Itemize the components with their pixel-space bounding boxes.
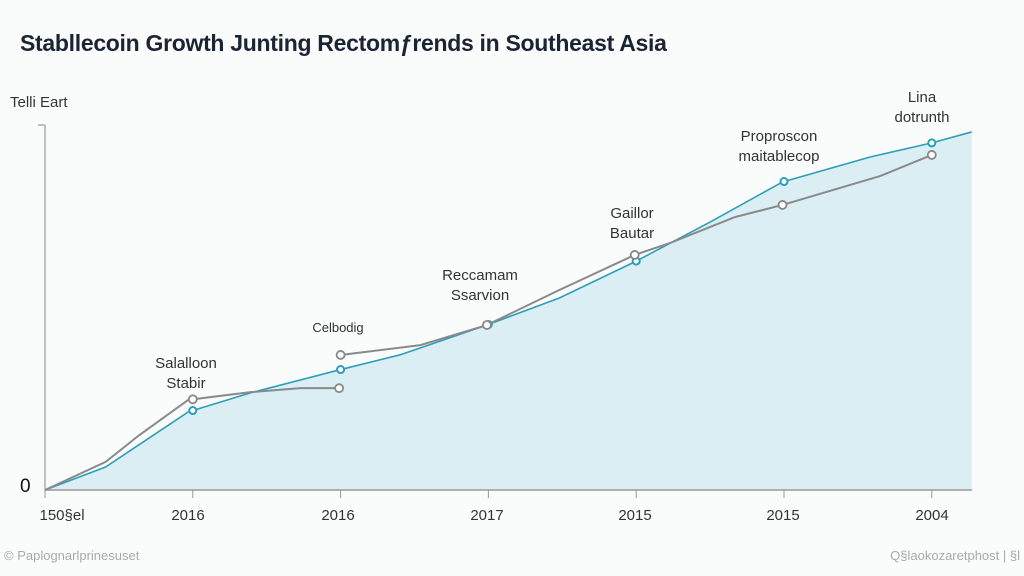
series-line-blue — [44, 131, 972, 491]
data-point-blue — [188, 406, 198, 416]
annotation: Lina dotrunth — [894, 89, 950, 126]
data-point-gray — [777, 200, 788, 210]
chart-title: Stabllecoin Growth Junting Rectomƒrends … — [20, 30, 667, 56]
y-zero-label: 0 — [20, 476, 31, 497]
y-axis-label: Telli Eart — [10, 94, 68, 111]
series-line-gray-2 — [340, 154, 933, 356]
data-point-gray — [335, 350, 346, 360]
annotation: Salalloon Stabir — [155, 355, 217, 392]
x-tick-label: 150§el — [39, 507, 85, 524]
data-point-gray — [334, 383, 345, 394]
annotation: Celbodig — [312, 320, 364, 335]
x-tick-label: 2016 — [171, 507, 205, 524]
data-point-blue — [779, 177, 789, 187]
annotation: Proproscon maitablecop — [738, 128, 820, 165]
x-tick-label: 2004 — [915, 507, 949, 524]
data-point-gray — [187, 394, 198, 405]
footer-left: © Paplognarlprinesuset — [4, 548, 140, 563]
footer-right: Q§laokozaretphost | §l — [890, 548, 1020, 563]
area-fill — [45, 131, 972, 490]
annotation: Gaillor Bautar — [609, 205, 655, 242]
data-point-blue — [336, 365, 346, 375]
data-point-blue — [927, 138, 937, 148]
data-point-gray — [926, 150, 937, 160]
x-tick-label: 2015 — [766, 507, 800, 524]
x-tick-label: 2015 — [618, 507, 652, 524]
data-point-gray — [482, 320, 492, 330]
data-point-gray — [629, 250, 640, 260]
annotation: Reccamam Ssarvion — [442, 267, 518, 304]
x-tick-label: 2016 — [321, 507, 355, 524]
x-tick-label: 2017 — [470, 507, 504, 524]
